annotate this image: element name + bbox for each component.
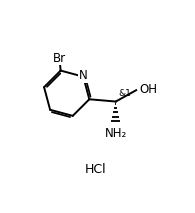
Text: OH: OH xyxy=(139,83,158,96)
Text: N: N xyxy=(79,69,88,82)
Text: Br: Br xyxy=(53,52,66,65)
Text: NH₂: NH₂ xyxy=(105,127,127,140)
Text: &1: &1 xyxy=(119,89,131,98)
Text: HCl: HCl xyxy=(85,163,106,176)
